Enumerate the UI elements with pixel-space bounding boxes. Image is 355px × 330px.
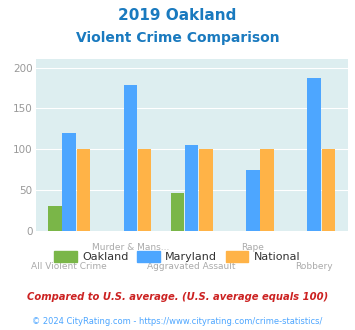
Bar [124, 85, 137, 231]
Text: All Violent Crime: All Violent Crime [31, 262, 107, 271]
Text: Aggravated Assault: Aggravated Assault [147, 262, 236, 271]
Bar [185, 145, 198, 231]
Bar [199, 149, 213, 231]
Legend: Oakland, Maryland, National: Oakland, Maryland, National [50, 247, 305, 267]
Bar [77, 149, 90, 231]
Bar [62, 133, 76, 231]
Bar [260, 149, 274, 231]
Text: Rape: Rape [241, 243, 264, 252]
Bar [307, 78, 321, 231]
Text: Compared to U.S. average. (U.S. average equals 100): Compared to U.S. average. (U.S. average … [27, 292, 328, 302]
Bar [138, 149, 151, 231]
Bar [48, 207, 62, 231]
Bar [322, 149, 335, 231]
Text: 2019 Oakland: 2019 Oakland [118, 8, 237, 23]
Text: Murder & Mans...: Murder & Mans... [92, 243, 169, 252]
Text: Robbery: Robbery [295, 262, 333, 271]
Bar [246, 170, 260, 231]
Bar [171, 193, 184, 231]
Text: © 2024 CityRating.com - https://www.cityrating.com/crime-statistics/: © 2024 CityRating.com - https://www.city… [32, 317, 323, 326]
Text: Violent Crime Comparison: Violent Crime Comparison [76, 31, 279, 45]
